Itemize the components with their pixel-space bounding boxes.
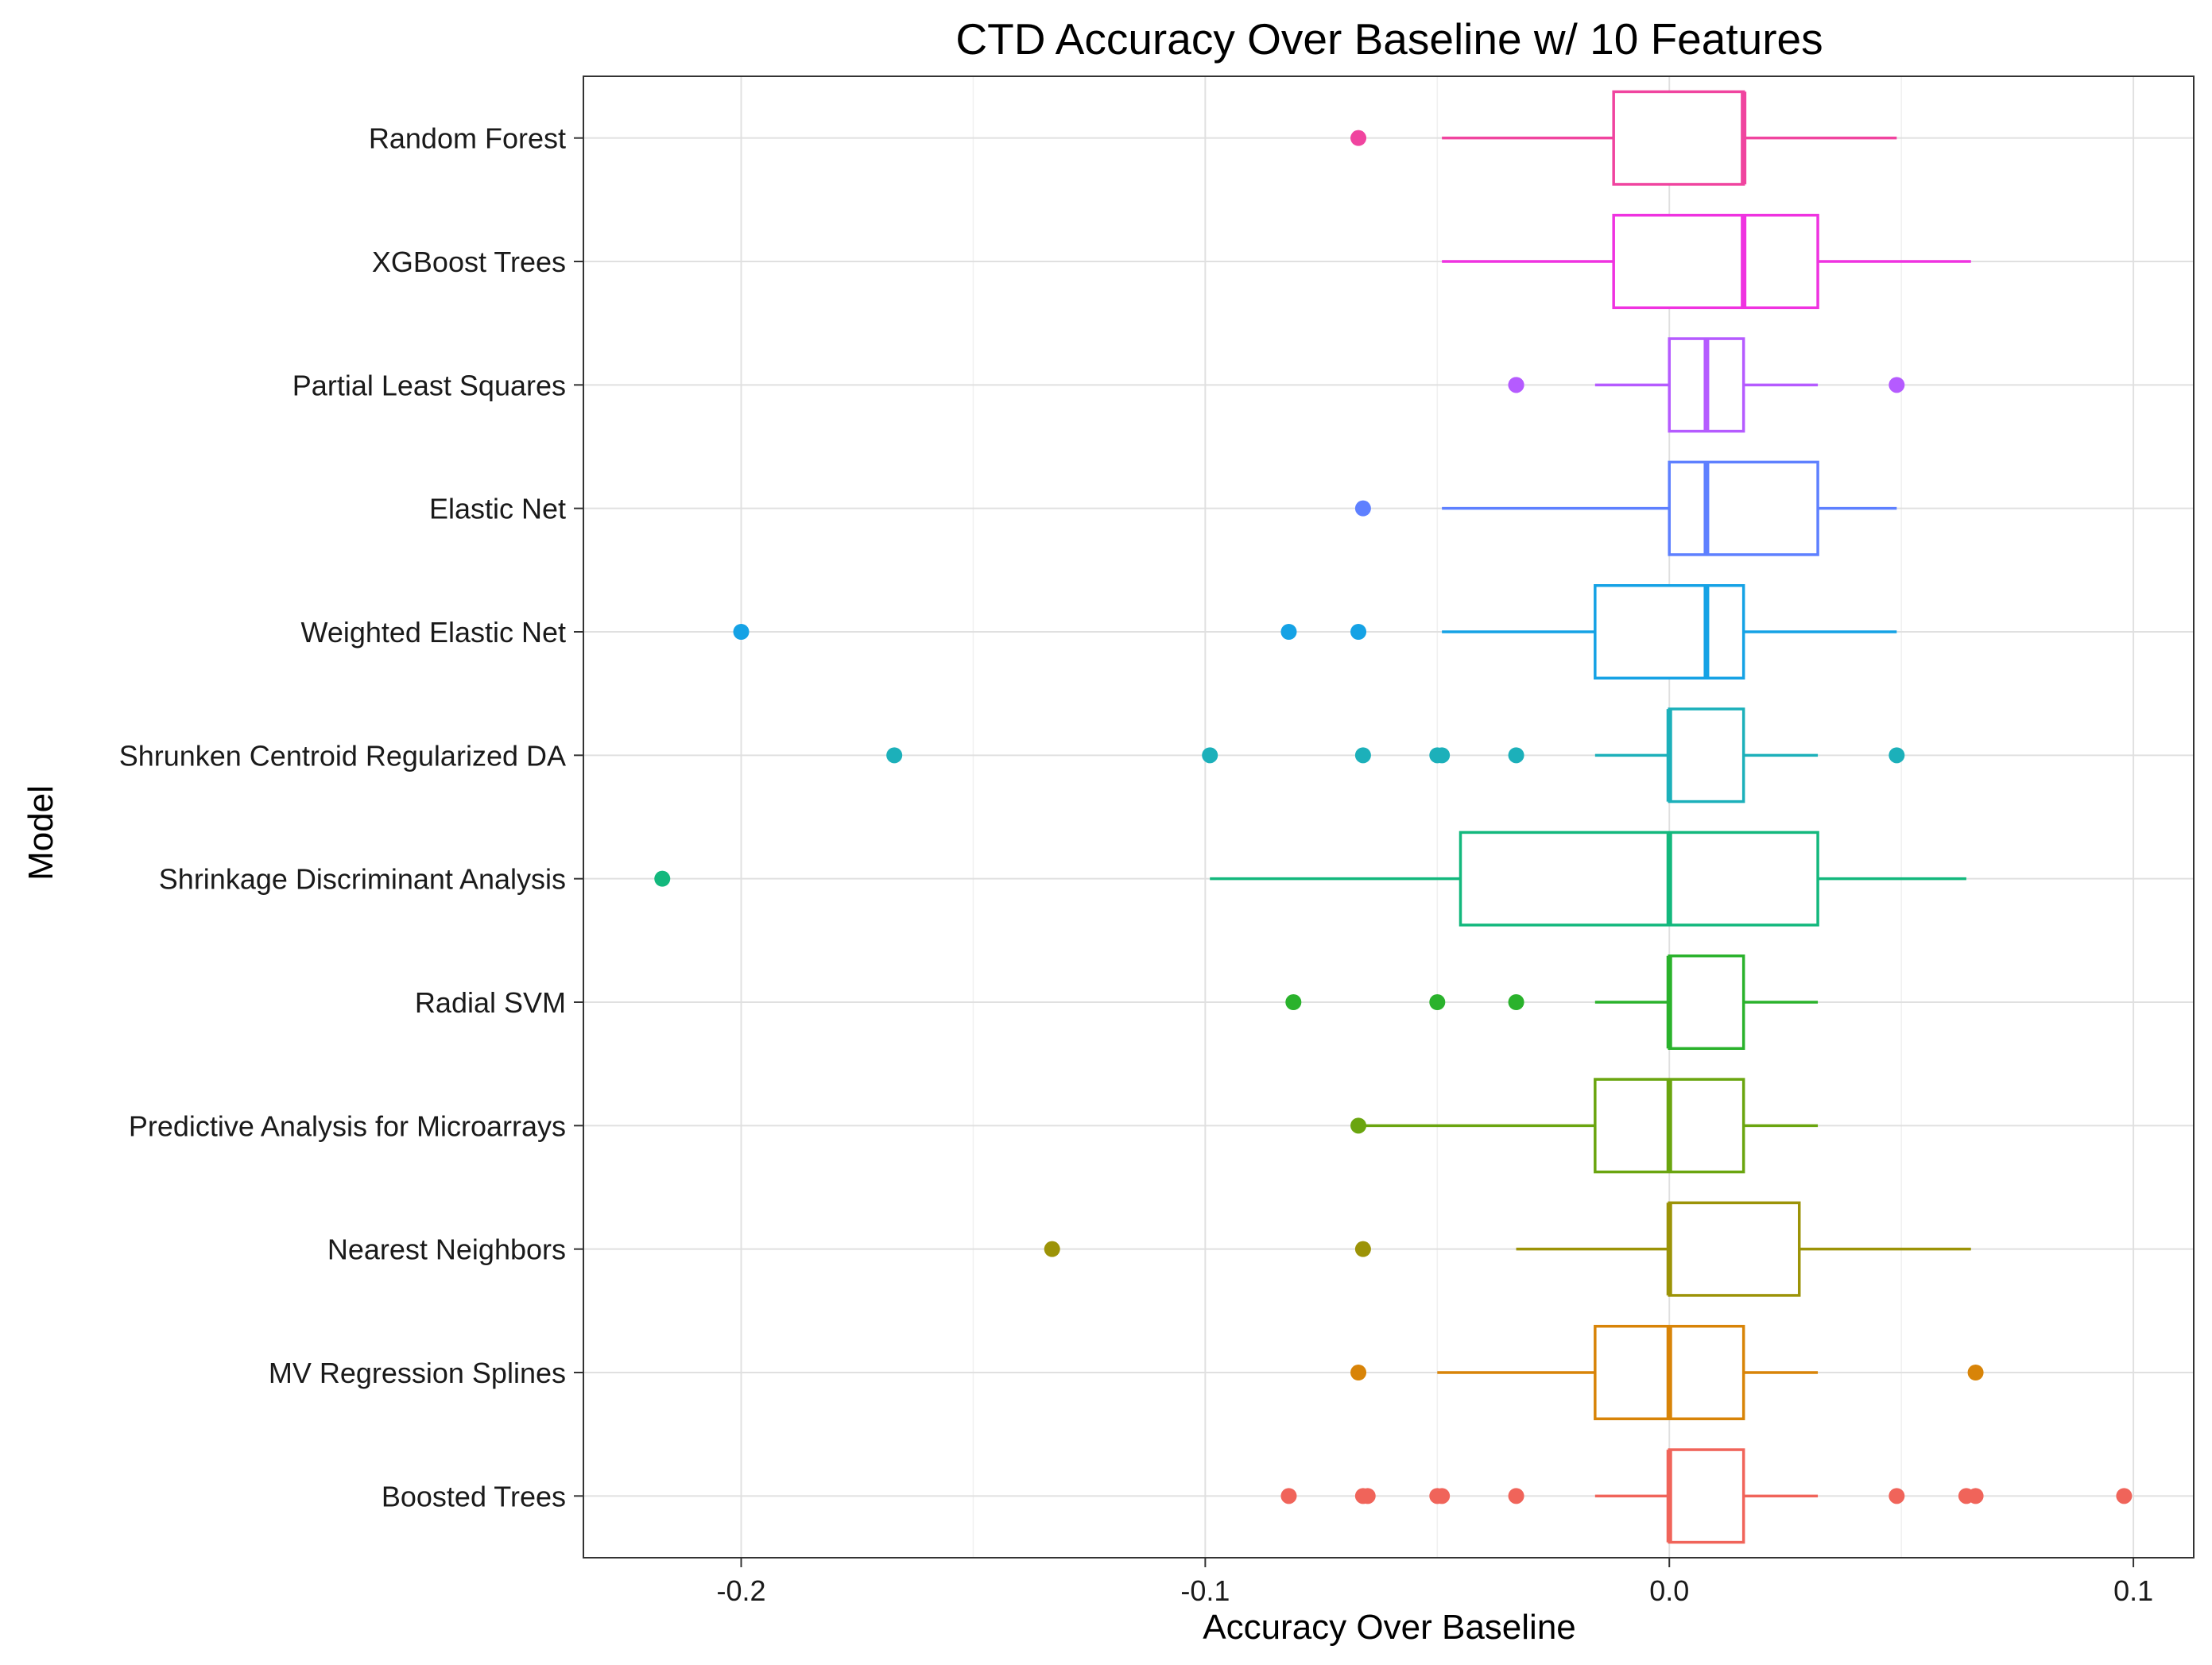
box-layer	[1210, 90, 1971, 1544]
y-tick-label: Shrinkage Discriminant Analysis	[159, 863, 566, 896]
outlier-point	[1280, 624, 1297, 640]
y-tick-label: MV Regression Splines	[269, 1357, 566, 1389]
y-tick-label: Predictive Analysis for Microarrays	[129, 1109, 566, 1142]
outlier-point	[1354, 1241, 1371, 1257]
chart-title: CTD Accuracy Over Baseline w/ 10 Feature…	[955, 14, 1823, 64]
box-weighted-elastic-net	[1442, 584, 1897, 680]
x-tick-label: 0.0	[1649, 1574, 1689, 1607]
outlier-point	[1434, 747, 1451, 764]
box-iqr	[1459, 831, 1819, 927]
y-tick-label: Radial SVM	[415, 986, 566, 1019]
box-nearest-neighbors	[1516, 1201, 1971, 1297]
box-random-forest	[1442, 90, 1897, 186]
y-tick-label: Weighted Elastic Net	[301, 616, 567, 649]
outlier-layer	[654, 130, 2133, 1504]
outlier-point	[1285, 994, 1302, 1010]
box-iqr	[1668, 954, 1745, 1050]
outlier-point	[1508, 747, 1524, 764]
x-tick-label: -0.1	[1180, 1574, 1230, 1607]
outlier-point	[1889, 377, 1905, 393]
box-iqr	[1668, 1201, 1801, 1297]
outlier-point	[1354, 747, 1371, 764]
outlier-point	[2116, 1488, 2133, 1504]
y-tick-label: Shrunken Centroid Regularized DA	[119, 739, 566, 772]
outlier-point	[1508, 1488, 1524, 1504]
y-tick-label: Random Forest	[369, 122, 566, 155]
outlier-point	[1350, 624, 1367, 640]
outlier-point	[1280, 1488, 1297, 1504]
y-tick-label: Partial Least Squares	[292, 369, 566, 401]
outlier-point	[654, 870, 671, 887]
box-xgboost-trees	[1442, 214, 1971, 309]
outlier-point	[1350, 1365, 1367, 1380]
outlier-point	[886, 747, 903, 764]
y-tick-label: Boosted Trees	[382, 1480, 566, 1512]
x-tick-label: -0.2	[716, 1574, 765, 1607]
outlier-point	[1508, 994, 1524, 1010]
outlier-point	[733, 624, 750, 640]
outlier-point	[1434, 1488, 1451, 1504]
box-iqr	[1668, 460, 1819, 556]
panel-border	[583, 76, 2195, 1559]
box-iqr	[1668, 707, 1745, 803]
box-radial-svm	[1594, 954, 1819, 1050]
box-iqr	[1612, 214, 1819, 309]
outlier-point	[1967, 1365, 1984, 1380]
box-partial-least-squares	[1594, 337, 1819, 433]
y-axis-title: Model	[21, 785, 60, 881]
outlier-point	[1044, 1241, 1060, 1257]
y-tick-label: Nearest Neighbors	[327, 1233, 566, 1266]
y-axis: Random Forest XGBoost Trees Partial Least …	[119, 122, 583, 1512]
outlier-point	[1354, 500, 1371, 517]
outlier-point	[1359, 1488, 1376, 1504]
box-predictive-analysis-for-microarrays	[1358, 1078, 1819, 1174]
outlier-point	[1202, 747, 1218, 764]
box-iqr	[1594, 584, 1745, 680]
outlier-point	[1350, 130, 1367, 146]
box-boosted-trees	[1594, 1448, 1819, 1544]
outlier-point	[1889, 747, 1905, 764]
box-iqr	[1612, 90, 1745, 186]
outlier-point	[1967, 1488, 1984, 1504]
y-tick-label: XGBoost Trees	[372, 246, 566, 278]
x-tick-label: 0.1	[2113, 1574, 2153, 1607]
outlier-point	[1429, 994, 1446, 1010]
outlier-point	[1350, 1117, 1367, 1134]
box-shrinkage-discriminant-analysis	[1210, 831, 1966, 927]
box-iqr	[1668, 1448, 1745, 1544]
outlier-point	[1508, 377, 1524, 393]
x-axis: -0.2 -0.1 0.0 0.1	[716, 1558, 2153, 1607]
box-shrunken-centroid-regularized-da	[1594, 707, 1819, 803]
x-axis-title: Accuracy Over Baseline	[1203, 1608, 1576, 1647]
outlier-point	[1889, 1488, 1905, 1504]
box-elastic-net	[1442, 460, 1897, 556]
box-mv-regression-splines	[1437, 1325, 1819, 1420]
y-tick-label: Elastic Net	[429, 493, 566, 525]
